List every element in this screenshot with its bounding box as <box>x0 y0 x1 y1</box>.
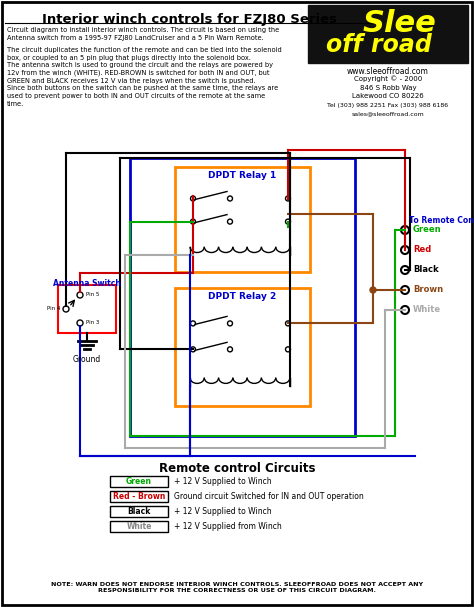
Bar <box>110 491 168 502</box>
Text: To Remote Control Plug: To Remote Control Plug <box>409 216 474 225</box>
Text: + 12 V Supplied to Winch: + 12 V Supplied to Winch <box>174 507 272 516</box>
Text: sales@sleeoffroad.com: sales@sleeoffroad.com <box>352 111 424 116</box>
Text: NOTE: WARN DOES NOT ENDORSE INTERIOR WINCH CONTROLS. SLEEOFFROAD DOES NOT ACCEPT: NOTE: WARN DOES NOT ENDORSE INTERIOR WIN… <box>51 582 423 593</box>
Text: Pin 3: Pin 3 <box>86 320 100 325</box>
Text: Ground: Ground <box>73 355 101 364</box>
Text: Black: Black <box>413 265 438 274</box>
Bar <box>175 288 310 406</box>
Text: Interior winch controls for FZJ80 Series: Interior winch controls for FZJ80 Series <box>43 13 337 26</box>
Text: Tel (303) 988 2251 Fax (303) 988 6186: Tel (303) 988 2251 Fax (303) 988 6186 <box>328 103 448 108</box>
Text: Remote control Circuits: Remote control Circuits <box>159 462 315 475</box>
Text: + 12 V Supplied to Winch: + 12 V Supplied to Winch <box>174 477 272 486</box>
Text: www.sleeoffroad.com: www.sleeoffroad.com <box>347 67 429 76</box>
Text: The antenna switch is used to ground the circuit and the relays are powered by
1: The antenna switch is used to ground the… <box>7 62 273 84</box>
Bar <box>110 521 168 532</box>
Text: Slee: Slee <box>363 9 437 38</box>
Text: Brown: Brown <box>413 285 443 294</box>
Text: The circuit duplicates the function of the remote and can be tied into the solen: The circuit duplicates the function of t… <box>7 47 282 61</box>
Text: Ground circuit Switched for IN and OUT operation: Ground circuit Switched for IN and OUT o… <box>174 492 364 501</box>
Text: + 12 V Supplied from Winch: + 12 V Supplied from Winch <box>174 522 282 531</box>
Bar <box>308 5 468 63</box>
Circle shape <box>370 287 376 293</box>
Text: Red - Brown: Red - Brown <box>113 492 165 501</box>
Text: Copyright © - 2000: Copyright © - 2000 <box>354 75 422 82</box>
Text: off road: off road <box>326 33 432 57</box>
Text: DPDT Relay 2: DPDT Relay 2 <box>209 292 277 301</box>
Text: 846 S Robb Way: 846 S Robb Way <box>360 85 416 91</box>
Bar <box>58 285 116 333</box>
Text: White: White <box>126 522 152 531</box>
Text: Circuit diagram to install interior winch controls. The circuit is based on usin: Circuit diagram to install interior winc… <box>7 27 279 41</box>
Text: Lakewood CO 80226: Lakewood CO 80226 <box>352 93 424 99</box>
Bar <box>110 506 168 517</box>
Text: Since both buttons on the switch can be pushed at the same time, the relays are
: Since both buttons on the switch can be … <box>7 85 278 107</box>
Text: Pin 5: Pin 5 <box>86 293 100 297</box>
Text: Black: Black <box>128 507 151 516</box>
Text: Green: Green <box>413 225 442 234</box>
Text: Antenna Switch: Antenna Switch <box>53 279 121 288</box>
Bar <box>130 158 355 436</box>
Bar <box>110 476 168 487</box>
Text: Red: Red <box>413 245 431 254</box>
Text: Green: Green <box>126 477 152 486</box>
Text: Pin 4: Pin 4 <box>46 307 60 311</box>
Bar <box>175 167 310 272</box>
Text: White: White <box>413 305 441 314</box>
Text: DPDT Relay 1: DPDT Relay 1 <box>209 171 277 180</box>
